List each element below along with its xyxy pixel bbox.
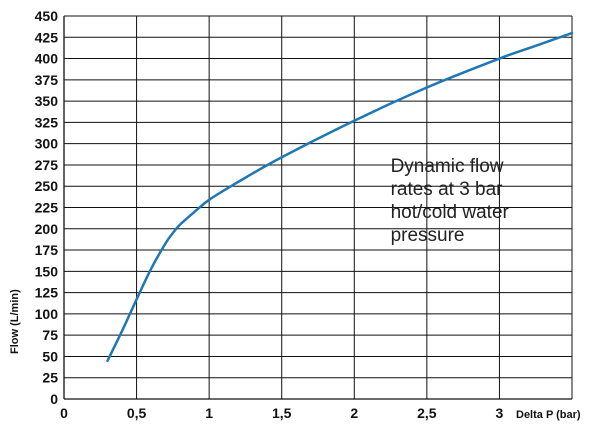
series-lines (106, 31, 574, 362)
x-tick-label: 0 (60, 405, 68, 421)
y-axis-title: Flow (L/min) (9, 289, 21, 354)
x-tick-label: 2 (350, 405, 358, 421)
annotation-line: pressure (391, 225, 465, 246)
grid-lines (64, 16, 573, 399)
x-tick-label: 0,5 (127, 405, 147, 421)
y-tick-label: 100 (35, 306, 59, 322)
flow-series-line (106, 31, 574, 362)
x-axis-title: Delta P (bar) (516, 409, 581, 421)
y-tick-label: 200 (35, 221, 59, 237)
y-tick-label: 125 (35, 285, 59, 301)
y-tick-label: 225 (35, 200, 59, 216)
y-tick-label: 350 (35, 93, 59, 109)
y-tick-label: 75 (42, 327, 58, 343)
y-tick-label: 50 (42, 348, 58, 364)
x-tick-label: 1 (205, 405, 213, 421)
y-tick-label: 425 (35, 29, 59, 45)
x-tick-label: 2,5 (417, 405, 437, 421)
y-tick-label: 300 (35, 136, 59, 152)
axes (63, 15, 572, 400)
annotation-line: hot/cold water (391, 202, 510, 223)
x-tick-label: 3 (496, 405, 504, 421)
y-tick-label: 450 (35, 8, 59, 24)
y-tick-label: 175 (35, 242, 59, 258)
y-tick-label: 0 (50, 391, 58, 407)
y-tick-label: 400 (35, 51, 59, 67)
annotation-line: rates at 3 bar (391, 179, 504, 200)
y-tick-label: 150 (35, 263, 59, 279)
tick-labels: 0 0,5 1 1,5 2 2,5 3 0 25 50 75 100 125 150 175 200 225 25… (35, 8, 504, 421)
y-tick-label: 275 (35, 157, 59, 173)
y-tick-label: 375 (35, 72, 59, 88)
y-tick-label: 325 (35, 114, 59, 130)
y-tick-label: 250 (35, 178, 59, 194)
x-tick-label: 1,5 (272, 405, 292, 421)
y-tick-label: 25 (42, 370, 58, 386)
annotation-line: Dynamic flow (391, 156, 504, 177)
